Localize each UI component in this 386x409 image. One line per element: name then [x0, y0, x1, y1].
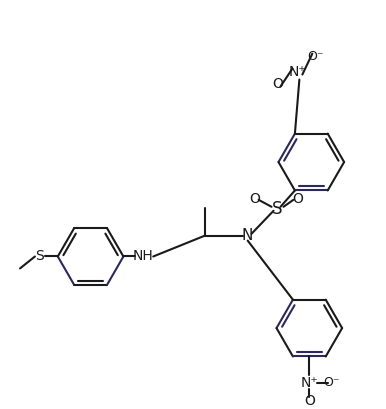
Text: O: O: [304, 393, 315, 408]
Text: N⁺: N⁺: [289, 65, 306, 79]
Text: NH: NH: [133, 249, 154, 263]
Text: S: S: [272, 200, 283, 218]
Text: O: O: [272, 76, 283, 90]
Text: O: O: [292, 192, 303, 206]
Text: O⁻: O⁻: [307, 50, 323, 63]
Text: N: N: [242, 228, 253, 243]
Text: N⁺: N⁺: [301, 376, 318, 390]
Text: S: S: [36, 249, 44, 263]
Text: O⁻: O⁻: [323, 376, 339, 389]
Text: O: O: [249, 192, 260, 206]
